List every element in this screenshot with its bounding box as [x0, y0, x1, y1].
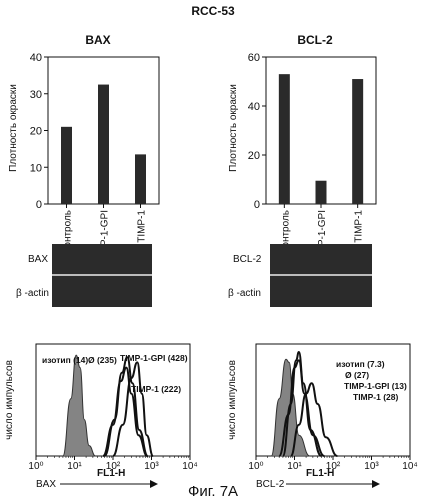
figure-title: RCC-53	[191, 4, 235, 18]
x-axis-label: FL1-H	[306, 468, 334, 479]
bar	[61, 126, 72, 204]
y-tick-label: 30	[30, 89, 42, 101]
y-axis-label: число импульсов	[227, 360, 238, 440]
y-tick-label: 40	[248, 101, 260, 113]
histogram-curve-TIMP-1	[289, 382, 338, 457]
x-tick-label: 10⁴	[402, 461, 417, 472]
category-label: TIMP-1-GPI	[317, 210, 328, 263]
x-tick-label: 10³	[144, 461, 159, 472]
x-tick-label: 10⁰	[248, 461, 263, 472]
histogram-curve-TIMP-1-GPI	[278, 359, 325, 457]
x-tick-label: 10⁰	[28, 461, 43, 472]
y-tick-label: 40	[30, 52, 42, 64]
x-tick-label: 10²	[326, 461, 341, 472]
marker-label: BCL-2	[256, 479, 285, 490]
blot-label-control: β -actin	[228, 288, 261, 299]
annotation-timp1-gpi: TIMP-1-GPI (13)	[344, 381, 407, 391]
x-tick-label: 10⁴	[182, 461, 197, 472]
y-axis-label: число импульсов	[4, 360, 15, 440]
annotation-isotype: изотип (14)	[42, 355, 88, 365]
category-label: TIMP-1	[354, 210, 365, 243]
y-tick-label: 10	[30, 162, 42, 174]
annotation-timp1: TIMP-1 (222)	[131, 384, 181, 394]
marker-arrowhead	[150, 480, 158, 488]
marker-label: BAX	[36, 479, 56, 490]
blot-divider	[52, 274, 152, 276]
blot-label-control: β -actin	[16, 288, 49, 299]
bar	[98, 84, 109, 204]
annotation-isotype: изотип (7.3)	[336, 359, 385, 369]
histogram-curve-изотип	[62, 354, 96, 457]
bar	[315, 180, 327, 204]
category-label: TIMP-1	[137, 210, 148, 243]
category-label: контроль	[63, 210, 74, 252]
bar-chart-bax: BAX Плотность окраски 0 10 20 30 40 контроль…	[8, 33, 160, 263]
histogram-curve-TIMP-1	[102, 366, 148, 457]
x-tick-label: 10¹	[67, 461, 82, 472]
blot-divider	[270, 274, 372, 276]
y-axis-label: Плотность окраски	[8, 84, 19, 172]
y-tick-label: 60	[248, 52, 260, 64]
category-label: контроль	[280, 210, 291, 252]
blot-bax: BAX β -actin	[16, 244, 152, 307]
x-tick-label: 10³	[364, 461, 379, 472]
histogram-curve-TIMP-1-GPI	[112, 361, 155, 457]
annotation-empty: Ø (235)	[88, 355, 117, 365]
y-tick-label: 0	[254, 199, 260, 211]
bar	[352, 79, 364, 204]
annotation-empty: Ø (27)	[345, 370, 369, 380]
flow-histogram-bcl2: число импульсов 10⁰ 10¹ 10² 10³ 10⁴ FL1-H BC…	[227, 343, 418, 490]
annotation-timp1: TIMP-1 (28)	[353, 392, 399, 402]
figure-caption: Фиг. 7А	[188, 483, 238, 500]
marker-arrowhead	[372, 480, 380, 488]
chart-title: BAX	[85, 33, 110, 47]
blot-label-target: BCL-2	[233, 254, 262, 265]
blot-label-target: BAX	[28, 254, 48, 265]
flow-histogram-bax: число импульсов 10⁰ 10¹ 10² 10³ 10⁴ FL1-H BA…	[4, 343, 198, 490]
bar	[278, 74, 290, 205]
x-tick-label: 10²	[106, 461, 121, 472]
bar	[135, 154, 146, 204]
chart-title: BCL-2	[297, 33, 333, 47]
category-label: TIMP-1-GPI	[100, 210, 111, 263]
bar-chart-bcl2: BCL-2 Плотность окраски 0 20 40 60 контроль…	[228, 33, 377, 263]
x-axis-label: FL1-H	[97, 468, 125, 479]
y-tick-label: 0	[36, 199, 42, 211]
x-tick-label: 10¹	[287, 461, 302, 472]
annotation-timp1-gpi: TIMP-1-GPI (428)	[120, 353, 188, 363]
y-tick-label: 20	[248, 150, 260, 162]
y-tick-label: 20	[30, 126, 42, 138]
y-axis-label: Плотность окраски	[228, 84, 239, 172]
blot-bcl2: BCL-2 β -actin	[228, 244, 372, 307]
